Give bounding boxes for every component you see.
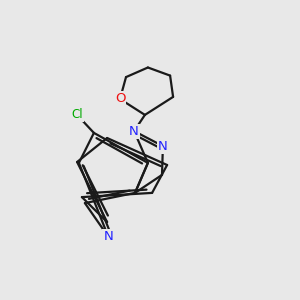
Text: N: N — [158, 140, 168, 153]
Text: N: N — [129, 124, 139, 138]
Text: N: N — [103, 230, 113, 243]
Text: Cl: Cl — [71, 108, 83, 122]
Text: O: O — [115, 92, 125, 106]
